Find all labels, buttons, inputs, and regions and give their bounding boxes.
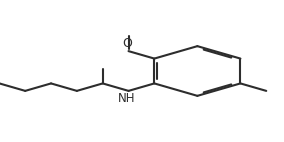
Text: O: O — [123, 37, 133, 50]
Text: NH: NH — [118, 92, 135, 105]
